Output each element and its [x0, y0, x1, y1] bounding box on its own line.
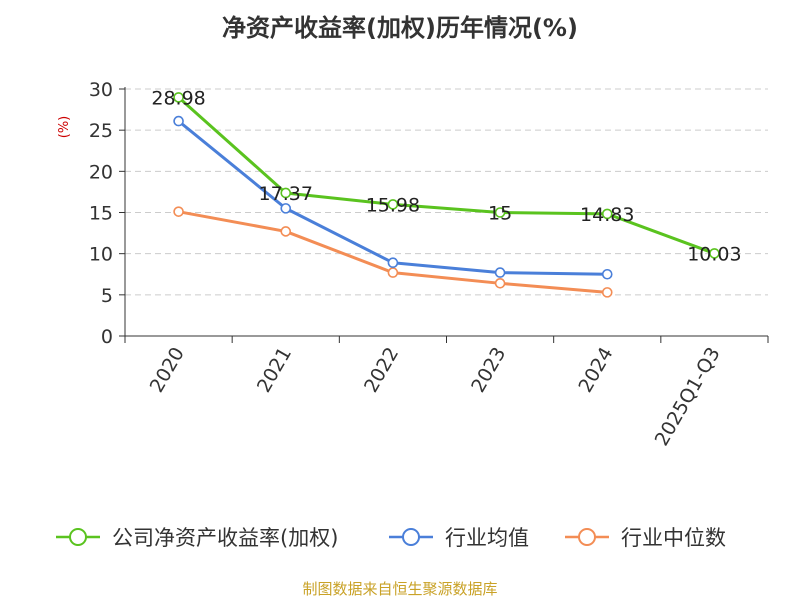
legend-marker: [402, 528, 420, 546]
x-tick-label: 2024: [574, 344, 617, 397]
data-point: [494, 278, 506, 289]
data-point: [387, 199, 399, 210]
y-tick-label: 20: [89, 161, 113, 183]
x-tick-label: 2023: [467, 344, 510, 397]
chart-title: 净资产收益率(加权)历年情况(%): [222, 14, 578, 42]
y-tick-label: 30: [89, 79, 113, 101]
data-point: [601, 208, 613, 220]
data-point: [280, 187, 292, 199]
data-label: 14.83: [580, 204, 634, 226]
data-point: [709, 248, 720, 259]
data-point: [494, 267, 506, 278]
data-point: [601, 268, 613, 280]
legend-label: 行业均值: [445, 526, 529, 550]
data-label: 10.03: [687, 243, 741, 265]
data-label: 17.37: [259, 183, 313, 205]
data-point: [173, 206, 184, 217]
data-label: 28.98: [151, 87, 205, 109]
y-tick-label: 15: [89, 203, 113, 225]
data-point: [280, 226, 292, 237]
x-tick-label: 2021: [253, 344, 296, 397]
data-label: 15.98: [366, 194, 420, 216]
x-tick-label: 2020: [146, 344, 189, 397]
x-tick-label: 2025Q1-Q3: [651, 344, 725, 450]
data-point: [494, 207, 506, 218]
legend-marker: [578, 528, 596, 546]
x-tick-label: 2022: [360, 344, 403, 397]
series-line: [177, 96, 715, 255]
data-point: [387, 257, 399, 269]
source-note: 制图数据来自恒生聚源数据库: [302, 580, 498, 598]
legend-label: 公司净资产收益率(加权): [112, 526, 338, 550]
data-point: [173, 115, 184, 127]
y-tick-label: 5: [101, 285, 113, 307]
y-axis-label: (%): [57, 116, 72, 139]
legend-marker: [69, 528, 87, 546]
data-point: [387, 267, 399, 278]
y-tick-label: 10: [89, 244, 113, 266]
data-label: 15: [488, 203, 512, 225]
y-tick-label: 0: [101, 326, 113, 348]
data-point: [173, 92, 184, 103]
data-point: [601, 287, 613, 298]
legend-label: 行业中位数: [621, 526, 726, 550]
data-point: [280, 203, 292, 214]
y-tick-label: 25: [89, 120, 113, 142]
series-line: [178, 210, 608, 294]
